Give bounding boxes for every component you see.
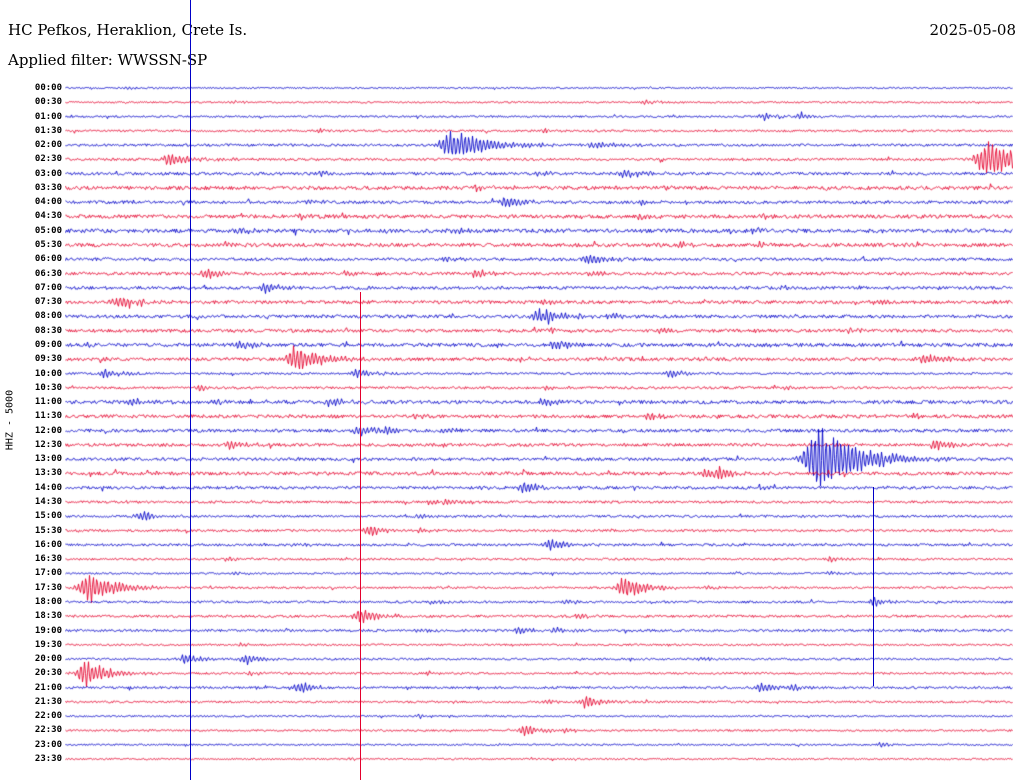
plot-date: 2025-05-08 [929, 21, 1016, 39]
helicorder-canvas [65, 80, 1013, 780]
row-time-label: 22:00 [34, 711, 62, 722]
row-time-label: 23:30 [34, 754, 62, 765]
row-time-label: 06:30 [34, 268, 62, 279]
row-time-label: 17:30 [34, 582, 62, 593]
row-time-label: 00:30 [34, 97, 62, 108]
row-time-label: 02:30 [34, 154, 62, 165]
spike-line [360, 292, 361, 780]
row-time-label: 10:00 [34, 368, 62, 379]
row-time-label: 19:30 [34, 639, 62, 650]
row-time-label: 23:00 [34, 739, 62, 750]
row-time-label: 13:30 [34, 468, 62, 479]
row-time-label: 11:30 [34, 411, 62, 422]
row-time-label: 01:00 [34, 111, 62, 122]
row-time-label: 08:30 [34, 325, 62, 336]
row-time-label: 09:30 [34, 354, 62, 365]
row-time-label: 18:30 [34, 611, 62, 622]
row-time-label: 20:30 [34, 668, 62, 679]
row-time-label: 11:00 [34, 397, 62, 408]
spike-line [190, 0, 191, 780]
row-time-label: 05:30 [34, 240, 62, 251]
row-time-label: 05:00 [34, 225, 62, 236]
row-time-label: 14:30 [34, 497, 62, 508]
row-time-label: 04:00 [34, 197, 62, 208]
row-time-label: 15:30 [34, 525, 62, 536]
row-time-label: 16:00 [34, 539, 62, 550]
row-time-label: 16:30 [34, 554, 62, 565]
row-time-label: 08:00 [34, 311, 62, 322]
row-time-label: 18:00 [34, 596, 62, 607]
row-time-label: 22:30 [34, 725, 62, 736]
station-title: HC Pefkos, Heraklion, Crete Is. [8, 21, 248, 39]
row-time-label: 07:00 [34, 282, 62, 293]
row-time-label: 06:00 [34, 254, 62, 265]
row-time-label: 03:00 [34, 168, 62, 179]
row-time-label: 00:00 [34, 83, 62, 93]
row-time-label: 19:00 [34, 625, 62, 636]
row-time-label: 04:30 [34, 211, 62, 222]
spike-line [873, 487, 874, 686]
row-time-label: 10:30 [34, 382, 62, 393]
row-time-label: 12:30 [34, 439, 62, 450]
row-time-label: 21:00 [34, 682, 62, 693]
row-time-label: 20:00 [34, 654, 62, 665]
row-time-label: 12:00 [34, 425, 62, 436]
row-time-label: 14:00 [34, 482, 62, 493]
row-time-label: 15:00 [34, 511, 62, 522]
row-time-label: 03:30 [34, 182, 62, 193]
row-time-label: 07:30 [34, 297, 62, 308]
row-time-label: 09:00 [34, 339, 62, 350]
row-time-label: 02:00 [34, 140, 62, 151]
row-time-label: 01:30 [34, 125, 62, 136]
row-time-label: 17:00 [34, 568, 62, 579]
channel-scale-label: HHZ - 5000 [4, 389, 16, 451]
filter-label: Applied filter: WWSSN-SP [8, 51, 208, 69]
row-time-label: 13:00 [34, 454, 62, 465]
row-time-label: 21:30 [34, 696, 62, 707]
